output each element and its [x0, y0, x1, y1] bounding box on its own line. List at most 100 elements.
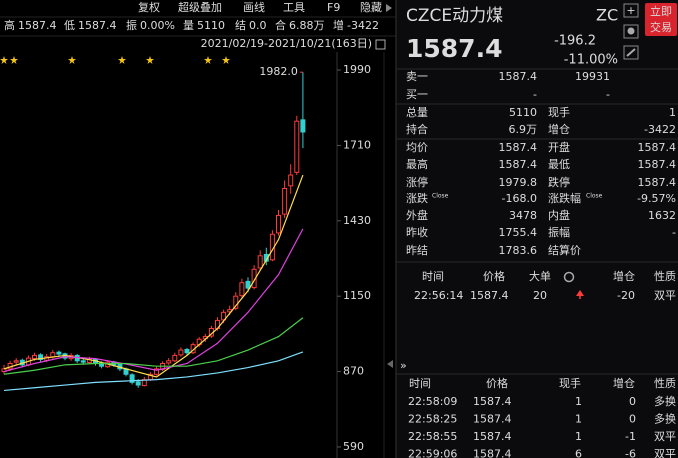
tick-cell: 0 — [629, 413, 636, 426]
candle-body — [221, 311, 227, 321]
stat-value: -9.57% — [637, 192, 676, 205]
moving-average-line — [3, 228, 304, 373]
stat-label: 高 — [4, 18, 15, 32]
stat-value: -3422 — [644, 123, 676, 136]
tick-cell: 1587.4 — [473, 448, 512, 458]
y-tick-label: 1150 — [343, 289, 371, 302]
toolbar-button[interactable]: 隐藏 — [360, 1, 382, 14]
last-price: 1587.4 — [406, 34, 502, 63]
tick-cell: 1 — [575, 395, 582, 408]
settings-checkbox[interactable] — [375, 39, 386, 50]
stat-value: 5110 — [197, 19, 225, 32]
tick-cell: 6 — [575, 448, 582, 458]
candle-body — [38, 354, 44, 360]
settings-icon[interactable] — [563, 271, 575, 283]
tick-cell: 多换 — [654, 394, 676, 408]
table-header: 大单 — [529, 269, 551, 283]
trade-button[interactable] — [645, 3, 677, 36]
order-book-price: - — [533, 88, 537, 101]
tick-cell: 双平 — [654, 448, 676, 458]
candle-body — [178, 349, 184, 356]
up-arrow-icon — [576, 290, 584, 296]
stat-value: 1632 — [648, 209, 676, 222]
tick-cell: 1587.4 — [473, 395, 512, 408]
stat-label: 跌停 — [548, 175, 570, 189]
toolbar-button[interactable]: F9 — [327, 1, 340, 14]
stat-label: 开盘 — [548, 140, 570, 154]
stat-label: 结 — [235, 19, 246, 32]
stat-label: 现手 — [548, 105, 570, 119]
toolbar-button[interactable]: 超级叠加 — [178, 0, 222, 14]
add-icon[interactable]: + — [626, 4, 635, 17]
candle-body — [233, 295, 239, 309]
expand-arrow[interactable]: » — [400, 359, 407, 372]
stat-label: 增仓 — [548, 122, 570, 136]
candle-body — [13, 360, 19, 363]
edit-icon[interactable] — [626, 48, 636, 57]
tick-cell: 22:58:55 — [408, 430, 457, 443]
alert-button[interactable] — [623, 24, 639, 39]
stat-value: 1783.6 — [499, 244, 538, 257]
stat-label-sup: Close — [432, 193, 449, 200]
stat-value: 1755.4 — [499, 226, 538, 239]
stat-value: 1979.8 — [499, 176, 538, 189]
y-tick-label: 1990 — [343, 63, 371, 76]
tick-cell: 1587.4 — [473, 413, 512, 426]
toolbar-button[interactable]: 画线 — [243, 0, 265, 14]
stat-label: 外盘 — [406, 208, 428, 222]
stat-label: 低 — [64, 19, 75, 32]
tick-cell: 1 — [575, 430, 582, 443]
candle-body — [129, 374, 135, 383]
moving-average-line — [3, 351, 304, 392]
stat-label: 振幅 — [548, 225, 570, 239]
stat-value: 1 — [669, 106, 676, 119]
y-tick-label: 590 — [343, 440, 364, 453]
table-header: 性质 — [654, 269, 676, 283]
stat-value: 1587.4 — [638, 176, 677, 189]
order-oi-change: -20 — [617, 289, 635, 302]
table-header: 时间 — [422, 270, 444, 283]
stat-value: -3422 — [347, 19, 379, 32]
price-change: -196.2 — [554, 34, 596, 49]
scroll-arrow[interactable] — [387, 360, 393, 368]
toolbar-button[interactable]: 工具 — [283, 1, 305, 14]
alert-icon[interactable] — [627, 27, 635, 35]
tick-cell: 1 — [575, 413, 582, 426]
toolbar-button[interactable]: 复权 — [138, 0, 160, 14]
tick-cell: 多换 — [654, 412, 676, 426]
order-time: 22:56:14 — [414, 289, 463, 302]
edit-button[interactable] — [623, 45, 639, 60]
stat-value: 0.0 — [249, 19, 267, 32]
table-header: 性质 — [654, 376, 676, 390]
candle-body — [32, 354, 37, 360]
candle-body — [56, 351, 62, 355]
moving-average-line — [3, 317, 304, 375]
stat-value: 1587.4 — [499, 141, 538, 154]
candle-body — [184, 349, 190, 354]
trade-button-label[interactable]: 交易 — [650, 20, 672, 34]
stat-value: -168.0 — [502, 192, 537, 205]
add-button[interactable] — [623, 3, 639, 18]
tick-cell: -1 — [625, 430, 636, 443]
candle-body — [50, 352, 56, 358]
collapse-arrow[interactable] — [386, 4, 392, 12]
order-book-volume: 19931 — [575, 70, 610, 83]
annotation-label: 1982.0 — [259, 65, 298, 78]
tick-cell: 22:59:06 — [408, 448, 457, 458]
candle-body — [251, 268, 257, 289]
tick-cell: 22:58:09 — [408, 395, 457, 408]
candle-body — [135, 381, 141, 386]
date-range: 2021/02/19-2021/10/21(163日) — [201, 37, 372, 50]
stat-value: 3478 — [509, 209, 537, 222]
candle-body — [257, 255, 263, 269]
candle-body — [300, 119, 306, 133]
candle-body — [245, 280, 251, 289]
chart-panel — [0, 0, 396, 458]
stat-value: 1587.4 — [499, 158, 538, 171]
stat-label: 量 — [183, 19, 194, 32]
y-tick-label: 870 — [343, 365, 364, 378]
tick-cell: 0 — [629, 395, 636, 408]
candle-body — [239, 282, 245, 297]
stat-label: 昨结 — [406, 244, 428, 257]
trade-button-label[interactable]: 立即 — [650, 4, 672, 18]
